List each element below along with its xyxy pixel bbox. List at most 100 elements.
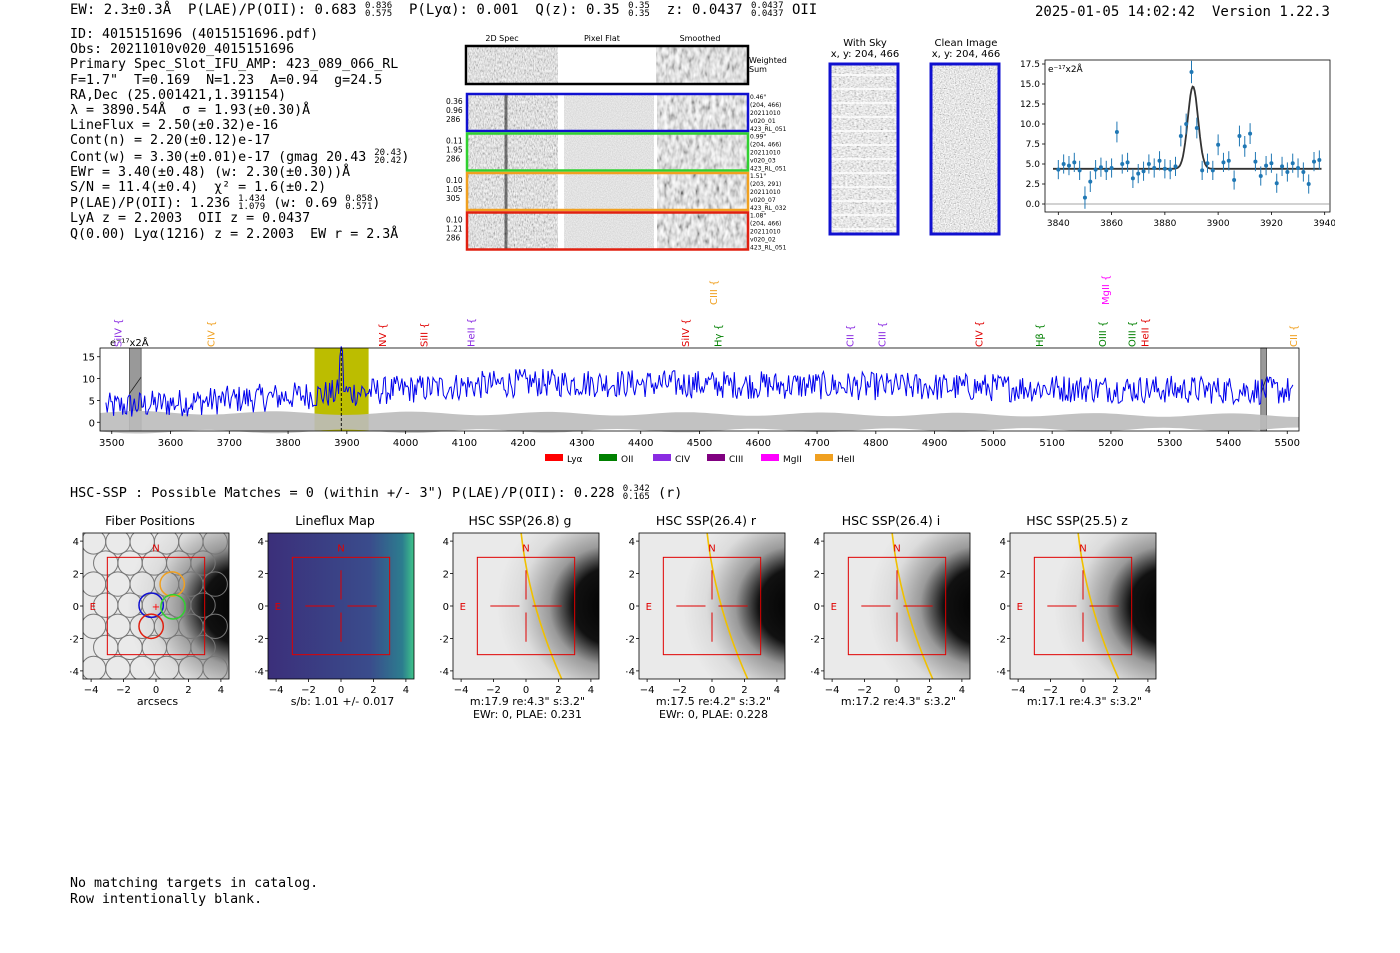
aperture-box [106,556,206,656]
full-xtick-label: 5500 [1275,438,1300,449]
legend-entry: MgII [761,454,802,465]
east-label: E [90,602,96,613]
cutout-image-1: + N E −4 −4 −2 −2 0 0 2 2 4 4 [70,532,230,696]
full-xtick-label: 3500 [99,438,124,449]
col-header-smoothed: Smoothed [680,34,721,43]
fit-xtick-label: 3900 [1207,219,1230,229]
fit-point [1114,130,1119,134]
legend-label: CIII [729,455,743,465]
svg-text:CIII {: CIII { [878,322,889,347]
cutout-xtick-label: 4 [774,685,780,696]
cutout-ytick-label: 0 [73,602,79,613]
fit-ytick-label: 7.5 [1026,140,1040,150]
fit-xtick-label: 3860 [1100,219,1123,229]
info-q: Q(0.00) Lyα(1216) z = 2.2003 EW r = 2.3Å [70,226,399,242]
cutout-ytick-label: 0 [629,602,635,613]
aperture-box [1033,556,1133,656]
fiber-right-label: 0.99" [750,134,766,141]
cutout-caption-line: EWr: 0, PLAE: 0.228 [658,708,769,721]
cutout-ytick-label: −4 [255,667,264,678]
info-id: ID: 4015151696 (4015151696.pdf) [70,27,319,42]
with-sky-coords: x, y: 204, 466 [830,49,900,60]
cutout-image-4: N E −4 −4 −2 −2 0 0 2 2 4 4 [626,532,786,696]
svg-text:Hβ {: Hβ { [1035,324,1046,347]
cutout-xtick-label: −2 [116,685,131,696]
fiber-right-label: v020_01 [750,118,776,125]
fit-point [1306,182,1311,186]
north-label: N [337,544,344,555]
cutout-caption-line: m:17.9 re:4.3" s:3.2" [469,695,586,708]
cutout-background [1010,533,1156,679]
cutout-caption: m:17.9 re:4.3" s:3.2" EWr: 0, PLAE: 0.231 [440,695,615,721]
fiber-row-frame [465,92,750,133]
svg-text:CII {: CII { [1289,325,1300,347]
cutout-xtick-label: 2 [370,685,376,696]
cutout-title: HSC SSP(25.5) z [1026,513,1128,528]
fiber-row-frame [465,132,750,172]
fit-point [1194,126,1199,130]
fit-point [1157,158,1162,163]
z-upper: 0.0437 [751,1,784,11]
fit-point [1296,166,1301,170]
cutout-ytick-label: −4 [811,667,820,678]
cutout-title: HSC SSP(26.4) r [655,513,757,528]
fiber-smoothed [656,212,748,250]
fiber-left-label: 0.96 [446,106,463,115]
line-id-label: CIV { [206,321,217,347]
info-cont-w: Cont(w) = 3.30(±0.01)e-17 (gmag 20.43 20… [70,148,409,165]
fit-point [1136,171,1141,176]
plya-value: P(Lyα): 0.001 [408,2,519,18]
line-id-label: SiIV { [114,319,125,347]
row-blank-text: Row intentionally blank. [70,891,263,907]
hsc-matches-header: HSC-SSP : Possible Matches = 0 (within +… [70,485,682,502]
north-label: N [893,544,900,555]
cutout-ytick-label: 2 [629,570,635,581]
fit-point [1285,170,1290,174]
fiber-smoothed [656,94,748,131]
svg-text:OIII {: OIII { [1127,321,1138,347]
fiber-circle-3 [159,571,186,598]
info-fwhm: F=1.7" T=0.169 N=1.23 A=0.94 g=24.5 [70,72,383,88]
cutout-xtick-label: −4 [1011,685,1026,696]
fiber-2dspec [468,173,558,210]
cutout-xtick-label: 0 [153,685,159,696]
fiber-left-label: 286 [446,234,461,243]
fiber-circle [202,533,228,555]
fit-units-label: e⁻¹⁷x2Å [1048,63,1084,75]
plae-lower: 0.575 [365,9,393,19]
fit-point [1248,131,1253,136]
line-id-label: NV { [378,323,389,347]
full-xtick-label: 5000 [981,438,1006,449]
line-id-label: HeII { [466,318,477,347]
cutout-xtick-label: 0 [338,685,344,696]
plae2-mid: (w: 0.69 [265,196,338,212]
plae-upper: 0.836 [365,1,393,11]
svg-text:MgII {: MgII { [1101,275,1112,305]
cutout-caption: m:17.2 re:4.3" s:3.2" [811,695,986,708]
svg-text:HeII {: HeII { [1140,318,1151,347]
cutout-xtick-label: 0 [523,685,529,696]
fiber-row-frame [465,171,750,212]
spec2d-panel: 2D Spec Pixel Flat Smoothed Weighted Sum… [446,34,787,252]
col-header-2dspec: 2D Spec [485,34,518,43]
fit-point [1061,162,1066,166]
svg-text:OIII {: OIII { [1098,321,1109,347]
fit-point [1152,166,1157,170]
fiber-right-label: (204, 466) [750,221,781,228]
cutout-ytick-label: −2 [626,634,635,645]
full-xtick-label: 4600 [746,438,771,449]
qz-value: Q(z): 0.35 [535,2,620,18]
fiber-right-label: v020_02 [750,237,776,244]
cutout-ytick-label: 2 [73,570,79,581]
fit-point [1274,181,1279,186]
cutout-xtick-label: −4 [825,685,840,696]
cutout-xtick-label: 2 [185,685,191,696]
fiber-right-label: 1.51" [750,173,766,180]
fiber-pixelflat [564,173,656,210]
cutout-caption-line: m:17.5 re:4.2" s:3.2" [655,695,772,708]
svg-text:SiIV {: SiIV { [681,319,692,347]
legend-swatch [545,454,563,461]
fiber-circle-2 [160,593,186,620]
